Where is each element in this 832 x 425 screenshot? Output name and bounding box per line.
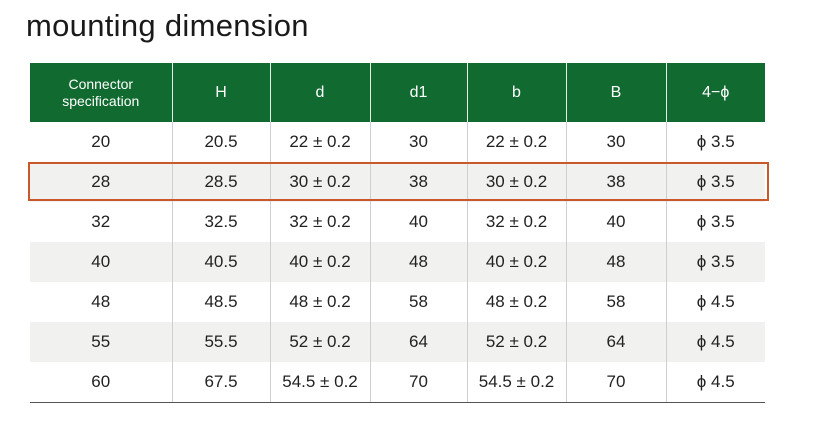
table-cell: 40 <box>565 202 666 242</box>
table-cell: 28.5 <box>171 162 270 202</box>
table-cell: 22 ± 0.2 <box>466 122 566 162</box>
table-cell: 52 ± 0.2 <box>269 322 370 362</box>
table-cell: 32 ± 0.2 <box>466 202 566 242</box>
table-cell: 40 ± 0.2 <box>269 242 370 282</box>
table-cell: 40 ± 0.2 <box>466 242 566 282</box>
table-cell: 55 <box>30 322 172 362</box>
table-cell: 20.5 <box>171 122 270 162</box>
table-cell: 54.5 ± 0.2 <box>466 362 566 403</box>
table-cell: 70 <box>565 362 666 403</box>
table-row: 20 20.5 22 ± 0.2 30 22 ± 0.2 30 ϕ 3.5 <box>30 122 765 162</box>
table-cell: ϕ 4.5 <box>665 282 765 322</box>
table-cell: 38 <box>565 162 666 202</box>
table-cell: 60 <box>30 362 172 403</box>
table-cell: 30 ± 0.2 <box>269 162 370 202</box>
header-cell: H <box>171 63 270 122</box>
table-cell: 58 <box>565 282 666 322</box>
table-cell: 48 <box>91 292 111 311</box>
table-cell: 28 <box>30 162 172 202</box>
table-cell: 58 <box>369 282 467 322</box>
table-cell: 55.5 <box>171 322 270 362</box>
table-cell: ϕ 4.5 <box>665 322 765 362</box>
table-cell: 48 <box>369 242 467 282</box>
table-cell: ϕ 3.5 <box>665 202 765 242</box>
table-cell: 48 ± 0.2 <box>466 282 566 322</box>
header-cell: d1 <box>369 63 467 122</box>
table-row: 28 28.5 30 ± 0.2 38 30 ± 0.2 38 ϕ 3.5 <box>30 162 765 202</box>
table-row: 55 55.5 52 ± 0.2 64 52 ± 0.2 64 ϕ 4.5 <box>30 322 765 362</box>
header-cell: d <box>269 63 370 122</box>
table-cell: 54.5 ± 0.2 <box>269 362 370 403</box>
table-cell: 20 <box>91 132 111 151</box>
table-row: 60 67.5 54.5 ± 0.2 70 54.5 ± 0.2 70 ϕ 4.5 <box>30 362 765 403</box>
table-cell: 38 <box>369 162 467 202</box>
table-cell: 64 <box>565 322 666 362</box>
header-cell: 4−ϕ <box>665 63 765 122</box>
header-cell: Connector specification <box>30 63 172 122</box>
table-cell: 40 <box>369 202 467 242</box>
table-cell: 32 <box>91 212 111 231</box>
table-cell: 70 <box>369 362 467 403</box>
header-cell: b <box>466 63 566 122</box>
table-cell: 67.5 <box>171 362 270 403</box>
table-cell: ϕ 3.5 <box>665 242 765 282</box>
table-row: 40 40.5 40 ± 0.2 48 40 ± 0.2 48 ϕ 3.5 <box>30 242 765 282</box>
table-cell: 40 <box>30 242 172 282</box>
table-cell: 30 <box>565 122 666 162</box>
header-cell: B <box>565 63 666 122</box>
table-cell: 52 ± 0.2 <box>466 322 566 362</box>
table-row: 48 48.5 48 ± 0.2 58 48 ± 0.2 58 ϕ 4.5 <box>30 282 765 322</box>
table-cell: ϕ 3.5 <box>665 162 765 202</box>
table-cell: 30 ± 0.2 <box>466 162 566 202</box>
table-cell: 32 ± 0.2 <box>269 202 370 242</box>
table-cell: 32.5 <box>171 202 270 242</box>
table-cell: 22 ± 0.2 <box>269 122 370 162</box>
table-body: 20 20.5 22 ± 0.2 30 22 ± 0.2 30 ϕ 3.5 28 28.5 30 … <box>30 122 765 403</box>
table-cell: 48 ± 0.2 <box>269 282 370 322</box>
table-cell: ϕ 3.5 <box>665 122 765 162</box>
table-cell: 64 <box>369 322 467 362</box>
table-cell: 40.5 <box>171 242 270 282</box>
table-cell: 48.5 <box>171 282 270 322</box>
title: mounting dimension <box>26 8 309 43</box>
table-cell: ϕ 4.5 <box>665 362 765 403</box>
table-cell: 48 <box>565 242 666 282</box>
table-cell: 30 <box>369 122 467 162</box>
table-row: 32 32.5 32 ± 0.2 40 32 ± 0.2 40 ϕ 3.5 <box>30 202 765 242</box>
